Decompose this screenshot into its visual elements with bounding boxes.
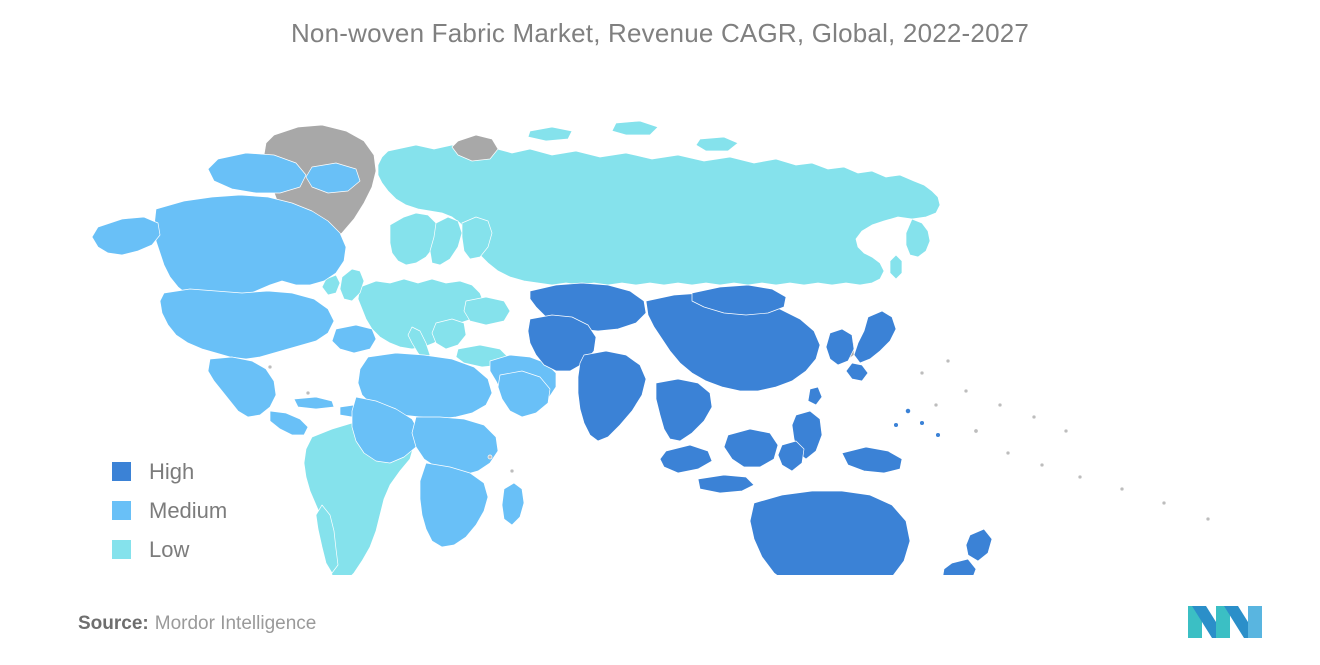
region-japan-south (845, 362, 869, 382)
region-africa-north (357, 352, 493, 420)
map-legend: High Medium Low (112, 452, 227, 569)
region-spain (331, 324, 377, 354)
region-africa-south (419, 462, 489, 548)
island-dot-high-2 (919, 420, 925, 426)
legend-label-medium: Medium (149, 497, 228, 523)
logo-mark (1188, 606, 1262, 638)
region-ukraine (463, 296, 511, 326)
region-alaska (91, 216, 161, 256)
region-africa-central (411, 416, 499, 476)
legend-swatch-high (112, 462, 131, 481)
region-group-low-europe (283, 212, 511, 372)
island-dot-high-1 (905, 408, 911, 414)
region-sulawesi (777, 440, 805, 472)
region-japan (853, 310, 897, 364)
region-canada-arctic (207, 152, 307, 194)
island-dot-2 (1005, 450, 1011, 456)
island-dot-6 (1161, 500, 1167, 506)
legend-item-low[interactable]: Low (112, 530, 227, 569)
region-sea-mainland (655, 378, 713, 442)
region-group-low (377, 120, 941, 286)
region-png (841, 446, 903, 474)
region-usa (159, 288, 335, 360)
region-group-high-asia (527, 282, 993, 575)
region-canada-arctic-b (305, 162, 361, 194)
region-australia (749, 490, 911, 575)
region-chile-strip (315, 504, 339, 574)
island-dot-7 (1205, 516, 1211, 522)
legend-label-low: Low (149, 536, 190, 562)
world-choropleth-map[interactable] (60, 105, 1280, 575)
logo-shape-teal-mid (1216, 606, 1230, 638)
region-iran-pakistan (527, 314, 597, 372)
page-title: Non-woven Fabric Market, Revenue CAGR, G… (290, 18, 1030, 48)
region-india (577, 350, 647, 442)
region-svalbard (451, 134, 499, 162)
map-land-shapes (91, 120, 1211, 575)
island-dot-4 (1077, 474, 1083, 480)
island-dot-high-3 (935, 432, 941, 438)
region-group-small-islands (267, 358, 1211, 522)
region-russia (377, 144, 941, 286)
region-mexico (207, 356, 277, 418)
source-value: Mordor Intelligence (154, 613, 317, 634)
region-balkans (431, 318, 467, 350)
region-new-zealand-s (942, 558, 977, 575)
island-dot-high-4 (893, 422, 899, 428)
region-sakhalin (889, 254, 903, 280)
island-dot-11 (1031, 414, 1037, 420)
legend-swatch-medium (112, 501, 131, 520)
world-map-container (60, 105, 1280, 575)
region-group-medium-americas (91, 152, 377, 436)
region-new-zealand-n (965, 528, 993, 562)
island-dot-1 (973, 428, 979, 434)
region-britain (339, 268, 365, 302)
region-arabia (497, 370, 551, 418)
region-borneo (723, 428, 779, 468)
legend-item-high[interactable]: High (112, 452, 227, 491)
region-africa-west (351, 396, 421, 464)
island-dot-16 (509, 468, 515, 474)
legend-item-medium[interactable]: Medium (112, 491, 227, 530)
logo-shape-blue-right (1248, 606, 1262, 638)
mordor-intelligence-logo[interactable] (1186, 598, 1266, 642)
region-finland (461, 216, 493, 260)
island-dot-3 (1039, 462, 1045, 468)
region-indonesia-java (697, 474, 755, 494)
island-dot-18 (267, 364, 273, 370)
region-taiwan (807, 386, 823, 406)
island-dot-12 (1063, 428, 1069, 434)
island-dot-15 (487, 454, 493, 460)
region-group-medium-africa (331, 324, 557, 548)
legend-swatch-low (112, 540, 131, 559)
region-madagascar (501, 482, 525, 526)
island-dot-13 (919, 370, 925, 376)
island-dot-10 (997, 402, 1003, 408)
island-dot-14 (945, 358, 951, 364)
island-dot-17 (305, 390, 311, 396)
region-caribbean-cuba (293, 396, 335, 410)
region-arctic-islands-c (695, 136, 739, 152)
region-central-america (269, 410, 309, 436)
region-indonesia-sumatra (659, 444, 713, 474)
region-korea-japan-korea (825, 328, 855, 366)
island-dot-9 (963, 388, 969, 394)
source-label: Source: (78, 613, 149, 634)
region-ireland (321, 274, 341, 296)
region-canada (153, 194, 347, 304)
island-dot-8 (933, 402, 939, 408)
region-arctic-islands-b (611, 120, 659, 136)
region-mongolia (691, 284, 787, 316)
region-kamchatka (905, 218, 931, 258)
region-arctic-islands-a (527, 126, 573, 142)
legend-label-high: High (149, 458, 195, 484)
island-dot-5 (1119, 486, 1125, 492)
region-group-small-islands-high (893, 408, 941, 438)
source-attribution: Source: Mordor Intelligence (78, 613, 316, 635)
region-scandinavia-sweden (429, 216, 463, 266)
